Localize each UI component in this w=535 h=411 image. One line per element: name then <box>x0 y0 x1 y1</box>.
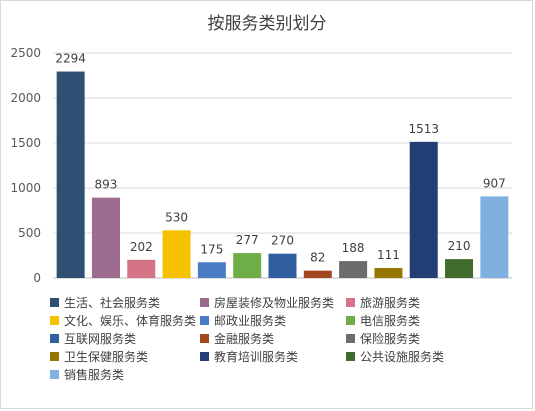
legend-swatch <box>200 315 209 325</box>
legend-item: 销售服务类 <box>50 366 124 382</box>
data-label: 907 <box>483 176 506 190</box>
legend-label: 电信服务类 <box>360 313 421 328</box>
bar <box>268 253 297 278</box>
data-labels: 2294 893 202 530 175 277 270 82 188 111 1513 210 907 <box>55 52 505 265</box>
data-label: 277 <box>236 233 259 247</box>
y-tick-label: 500 <box>18 226 41 240</box>
data-label: 202 <box>130 240 153 254</box>
legend-item: 邮政业服务类 <box>200 312 286 328</box>
chart-title: 按服务类别划分 <box>208 14 327 34</box>
bar <box>162 230 191 278</box>
data-label: 111 <box>377 248 400 262</box>
y-axis: 0 500 1000 1500 2000 2500 <box>10 46 41 285</box>
legend-item: 旅游服务类 <box>346 294 420 310</box>
data-label: 175 <box>200 242 223 256</box>
legend-label: 教育培训服务类 <box>214 349 299 364</box>
legend-swatch <box>50 369 59 379</box>
legend-label: 旅游服务类 <box>360 295 421 310</box>
legend-item: 保险服务类 <box>346 330 420 346</box>
legend-label: 金融服务类 <box>214 331 275 346</box>
data-label: 188 <box>342 241 365 255</box>
bar <box>409 141 438 278</box>
legend-label: 房屋装修及物业服务类 <box>214 295 335 310</box>
data-label: 270 <box>271 234 294 248</box>
y-tick-label: 2000 <box>10 91 41 105</box>
legend-item: 教育培训服务类 <box>200 348 298 364</box>
legend-label: 销售服务类 <box>64 367 125 382</box>
bar <box>480 196 509 278</box>
data-label: 530 <box>165 210 188 224</box>
legend-swatch <box>200 297 209 307</box>
bar <box>303 270 332 278</box>
legend-label: 互联网服务类 <box>64 331 137 346</box>
legend-label: 公共设施服务类 <box>360 349 445 364</box>
legend-label: 保险服务类 <box>360 331 421 346</box>
data-label: 210 <box>448 239 471 253</box>
legend-item: 生活、社会服务类 <box>50 294 160 310</box>
legend-label: 生活、社会服务类 <box>64 295 161 310</box>
legend-item: 房屋装修及物业服务类 <box>200 294 334 310</box>
bar <box>197 262 226 278</box>
legend-swatch <box>50 333 59 343</box>
data-label: 893 <box>95 178 118 192</box>
legend-item: 公共设施服务类 <box>346 348 444 364</box>
bar <box>127 259 156 278</box>
data-label: 2294 <box>55 52 86 66</box>
legend-swatch <box>200 333 209 343</box>
legend-swatch <box>50 351 59 361</box>
bar <box>374 268 403 278</box>
data-label: 82 <box>310 251 325 265</box>
legend-swatch <box>200 351 209 361</box>
y-tick-label: 2500 <box>10 46 41 60</box>
y-tick-label: 1500 <box>10 136 41 150</box>
bar <box>56 71 85 278</box>
legend-swatch <box>50 297 59 307</box>
bar <box>233 253 262 278</box>
y-tick-label: 1000 <box>10 181 41 195</box>
legend-item: 电信服务类 <box>346 312 420 328</box>
legend-swatch <box>346 297 355 307</box>
legend-swatch <box>346 333 355 343</box>
legend-item: 文化、娱乐、体育服务类 <box>50 312 196 328</box>
legend-swatch <box>346 351 355 361</box>
bar <box>339 261 368 278</box>
legend-label: 文化、娱乐、体育服务类 <box>64 313 197 328</box>
data-label: 1513 <box>408 122 439 136</box>
legend-swatch <box>50 315 59 325</box>
bar <box>91 197 120 278</box>
legend-label: 邮政业服务类 <box>214 313 287 328</box>
legend-swatch <box>346 315 355 325</box>
legend-item: 金融服务类 <box>200 330 274 346</box>
legend-label: 卫生保健服务类 <box>64 349 149 364</box>
bars <box>56 71 509 278</box>
y-tick-label: 0 <box>33 271 41 285</box>
legend-item: 互联网服务类 <box>50 330 136 346</box>
bar <box>445 259 474 278</box>
legend-item: 卫生保健服务类 <box>50 348 148 364</box>
